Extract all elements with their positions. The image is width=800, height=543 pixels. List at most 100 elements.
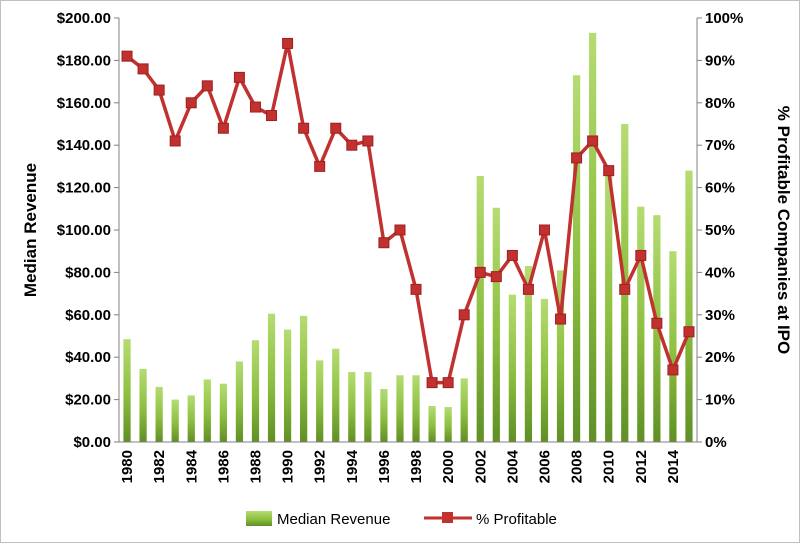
y-left-tick-label: $100.00 <box>57 222 111 239</box>
y-right-tick-label: 100% <box>705 10 743 27</box>
marker-percent-profitable-2012 <box>635 249 647 261</box>
marker-percent-profitable-1982 <box>153 84 165 96</box>
bar-median-revenue-2015 <box>685 170 693 442</box>
marker-percent-profitable-1998 <box>410 283 422 295</box>
marker-percent-profitable-1987 <box>233 71 245 83</box>
marker-percent-profitable-2003 <box>490 271 502 283</box>
bar-median-revenue-1993 <box>332 348 340 442</box>
bar-median-revenue-2014 <box>669 251 677 442</box>
y-right-tick-label: 60% <box>705 180 735 197</box>
axes <box>114 17 702 443</box>
marker-percent-profitable-1986 <box>217 122 229 134</box>
marker-percent-profitable-1989 <box>266 110 278 122</box>
x-tick-label: 1982 <box>151 450 168 483</box>
bar-median-revenue-1983 <box>171 399 179 442</box>
marker-percent-profitable-2011 <box>619 283 631 295</box>
bar-median-revenue-1991 <box>300 315 308 442</box>
bar-median-revenue-1998 <box>412 375 420 442</box>
y-left-tick-label: $180.00 <box>57 52 111 69</box>
bar-median-revenue-1986 <box>219 383 227 442</box>
bar-median-revenue-2001 <box>460 378 468 442</box>
x-tick-label: 2010 <box>601 450 618 483</box>
marker-percent-profitable-1996 <box>378 237 390 249</box>
x-tick-label: 1990 <box>280 450 297 483</box>
legend-marker-percent-profitable <box>442 512 453 523</box>
y-right-tick-label: 0% <box>705 434 727 451</box>
bar-median-revenue-2005 <box>524 266 533 442</box>
bar-median-revenue-1988 <box>251 340 260 442</box>
legend-swatch-median-revenue <box>246 511 272 526</box>
bar-median-revenue-1997 <box>396 375 404 442</box>
bar-median-revenue-1992 <box>316 360 324 442</box>
y-left-tick-label: $200.00 <box>57 10 111 27</box>
marker-percent-profitable-2002 <box>474 266 486 278</box>
y-left-tick-label: $20.00 <box>65 392 111 409</box>
y-left-tick-label: $120.00 <box>57 180 111 197</box>
bar-median-revenue-2004 <box>508 294 516 442</box>
marker-percent-profitable-1981 <box>137 63 149 75</box>
bar-median-revenue-1990 <box>283 329 292 442</box>
marker-percent-profitable-1995 <box>362 135 374 147</box>
y-right-tick-label: 10% <box>705 392 735 409</box>
marker-percent-profitable-2014 <box>667 364 679 376</box>
y-right-tick-label: 90% <box>705 52 735 69</box>
marker-percent-profitable-2015 <box>683 326 695 338</box>
bar-median-revenue-1999 <box>428 405 436 442</box>
x-tick-label: 1986 <box>215 450 232 483</box>
y-left-axis-title: Median Revenue <box>21 163 40 297</box>
bar-median-revenue-1989 <box>267 313 276 442</box>
bar-median-revenue-1995 <box>364 372 372 442</box>
line-series-percent-profitable <box>121 37 695 389</box>
x-tick-label: 1994 <box>344 449 361 483</box>
legend: Median Revenue % Profitable <box>246 511 557 528</box>
x-tick-label: 2012 <box>633 450 650 483</box>
marker-percent-profitable-1999 <box>426 377 438 389</box>
bar-median-revenue-2006 <box>540 298 549 442</box>
y-left-tick-label: $80.00 <box>65 264 111 281</box>
marker-percent-profitable-1993 <box>330 122 342 134</box>
bar-median-revenue-1996 <box>380 389 388 442</box>
y-left-tick-label: $0.00 <box>73 434 111 451</box>
bar-median-revenue-2008 <box>572 75 581 443</box>
x-tick-label: 1984 <box>183 449 200 483</box>
marker-percent-profitable-2000 <box>442 377 454 389</box>
bar-median-revenue-2009 <box>589 32 597 443</box>
marker-percent-profitable-1997 <box>394 224 406 236</box>
bar-median-revenue-2003 <box>492 207 500 442</box>
bar-median-revenue-2002 <box>476 175 484 442</box>
tick-labels: $0.00 $20.00 $40.00 $60.00 $80.00 $100.00 $120… <box>57 10 744 483</box>
marker-percent-profitable-1983 <box>169 135 181 147</box>
x-tick-label: 1996 <box>376 450 393 483</box>
x-tick-label: 2006 <box>536 450 553 483</box>
y-right-tick-label: 40% <box>705 264 735 281</box>
x-tick-label: 2014 <box>665 449 682 483</box>
marker-percent-profitable-2009 <box>587 135 599 147</box>
bar-median-revenue-1984 <box>187 395 195 442</box>
bar-median-revenue-1994 <box>348 372 356 442</box>
marker-percent-profitable-2008 <box>571 152 583 164</box>
marker-percent-profitable-1992 <box>314 160 326 172</box>
bar-median-revenue-1982 <box>155 386 163 442</box>
y-right-tick-label: 50% <box>705 222 735 239</box>
x-tick-label: 1992 <box>312 450 329 483</box>
bar-median-revenue-1981 <box>139 368 147 442</box>
y-left-tick-label: $40.00 <box>65 349 111 366</box>
marker-percent-profitable-2001 <box>458 309 470 321</box>
y-left-tick-label: $140.00 <box>57 137 111 154</box>
y-right-tick-label: 30% <box>705 307 735 324</box>
legend-label-median-revenue: Median Revenue <box>277 511 390 528</box>
bar-median-revenue-2012 <box>637 206 645 442</box>
marker-percent-profitable-1980 <box>121 50 133 62</box>
x-tick-label: 1980 <box>119 450 136 483</box>
y-right-tick-label: 80% <box>705 95 735 112</box>
y-left-tick-label: $60.00 <box>65 307 111 324</box>
x-tick-label: 1998 <box>408 450 425 483</box>
x-tick-label: 2004 <box>504 449 521 483</box>
bar-median-revenue-1980 <box>123 339 131 442</box>
bar-median-revenue-2007 <box>556 270 565 442</box>
marker-percent-profitable-1994 <box>346 139 358 151</box>
y-right-tick-label: 70% <box>705 137 735 154</box>
marker-percent-profitable-1988 <box>249 101 261 113</box>
